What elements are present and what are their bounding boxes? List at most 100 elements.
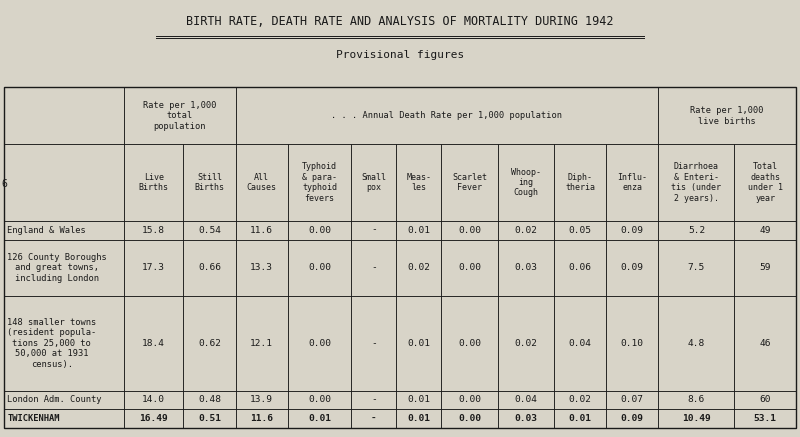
Bar bbox=[235, 221, 288, 239]
Bar bbox=[4, 221, 124, 239]
Text: 15.8: 15.8 bbox=[142, 225, 165, 235]
Text: 0.00: 0.00 bbox=[458, 225, 481, 235]
Text: 0.04: 0.04 bbox=[569, 339, 592, 348]
Bar bbox=[734, 239, 796, 296]
Text: 16.49: 16.49 bbox=[139, 414, 168, 423]
Bar bbox=[4, 409, 124, 428]
Bar bbox=[351, 391, 396, 409]
Bar bbox=[4, 239, 124, 296]
Bar bbox=[606, 391, 658, 409]
Bar bbox=[124, 391, 183, 409]
Bar bbox=[235, 144, 288, 221]
Bar bbox=[124, 144, 183, 221]
Bar bbox=[441, 296, 498, 391]
Text: 126 County Boroughs
and great towns,
including London: 126 County Boroughs and great towns, inc… bbox=[7, 253, 107, 283]
Bar bbox=[351, 296, 396, 391]
Bar bbox=[288, 409, 351, 428]
Text: 0.01: 0.01 bbox=[407, 339, 430, 348]
Bar bbox=[288, 296, 351, 391]
Bar bbox=[288, 144, 351, 221]
Bar bbox=[441, 239, 498, 296]
Bar bbox=[288, 239, 351, 296]
Text: 0.00: 0.00 bbox=[308, 395, 331, 405]
Text: 0.00: 0.00 bbox=[458, 264, 481, 272]
Text: 0.07: 0.07 bbox=[621, 395, 644, 405]
Bar bbox=[498, 391, 554, 409]
Text: 0.48: 0.48 bbox=[198, 395, 221, 405]
Bar bbox=[124, 409, 183, 428]
Text: 0.09: 0.09 bbox=[621, 225, 644, 235]
Text: 148 smaller towns
(resident popula-
tions 25,000 to
50,000 at 1931
census).: 148 smaller towns (resident popula- tion… bbox=[7, 318, 97, 369]
Bar bbox=[734, 221, 796, 239]
Bar bbox=[554, 144, 606, 221]
Text: 59: 59 bbox=[759, 264, 771, 272]
Text: 0.05: 0.05 bbox=[569, 225, 592, 235]
Text: 0.10: 0.10 bbox=[621, 339, 644, 348]
Text: 0.01: 0.01 bbox=[308, 414, 331, 423]
Bar bbox=[235, 239, 288, 296]
Bar bbox=[606, 296, 658, 391]
Bar bbox=[288, 221, 351, 239]
Bar bbox=[658, 391, 734, 409]
Text: 0.00: 0.00 bbox=[458, 414, 481, 423]
Text: -: - bbox=[371, 264, 377, 272]
Bar bbox=[235, 87, 658, 144]
Text: Whoop-
ing
Cough: Whoop- ing Cough bbox=[511, 167, 541, 198]
Text: 0.00: 0.00 bbox=[308, 225, 331, 235]
Bar bbox=[441, 221, 498, 239]
Bar bbox=[4, 87, 796, 428]
Text: -: - bbox=[371, 395, 377, 405]
Text: 11.6: 11.6 bbox=[250, 225, 273, 235]
Bar bbox=[351, 221, 396, 239]
Text: 0.04: 0.04 bbox=[514, 395, 538, 405]
Text: 7.5: 7.5 bbox=[688, 264, 705, 272]
Bar bbox=[658, 144, 734, 221]
Text: London Adm. County: London Adm. County bbox=[7, 395, 102, 405]
Bar bbox=[396, 144, 441, 221]
Text: Typhoid
& para-
typhoid
fevers: Typhoid & para- typhoid fevers bbox=[302, 163, 337, 202]
Bar bbox=[4, 87, 124, 144]
Text: 0.02: 0.02 bbox=[407, 264, 430, 272]
Bar bbox=[288, 391, 351, 409]
Bar bbox=[183, 239, 235, 296]
Bar bbox=[124, 221, 183, 239]
Text: 0.02: 0.02 bbox=[514, 225, 538, 235]
Bar bbox=[441, 144, 498, 221]
Text: . . . Annual Death Rate per 1,000 population: . . . Annual Death Rate per 1,000 popula… bbox=[331, 111, 562, 120]
Bar bbox=[396, 409, 441, 428]
Text: BIRTH RATE, DEATH RATE AND ANALYSIS OF MORTALITY DURING 1942: BIRTH RATE, DEATH RATE AND ANALYSIS OF M… bbox=[186, 15, 614, 28]
Text: 0.02: 0.02 bbox=[514, 339, 538, 348]
Bar bbox=[498, 221, 554, 239]
Text: TWICKENHAM: TWICKENHAM bbox=[7, 414, 60, 423]
Bar bbox=[554, 409, 606, 428]
Bar bbox=[734, 144, 796, 221]
Text: 0.09: 0.09 bbox=[621, 414, 644, 423]
Bar bbox=[351, 409, 396, 428]
Bar bbox=[235, 296, 288, 391]
Bar bbox=[4, 296, 124, 391]
Bar bbox=[734, 296, 796, 391]
Bar bbox=[183, 391, 235, 409]
Text: 0.03: 0.03 bbox=[514, 414, 538, 423]
Bar bbox=[183, 296, 235, 391]
Bar bbox=[396, 221, 441, 239]
Text: Rate per 1,000
total
population: Rate per 1,000 total population bbox=[143, 101, 217, 131]
Bar bbox=[4, 144, 124, 221]
Text: 0.01: 0.01 bbox=[407, 414, 430, 423]
Text: 10.49: 10.49 bbox=[682, 414, 711, 423]
Text: 13.9: 13.9 bbox=[250, 395, 273, 405]
Text: 14.0: 14.0 bbox=[142, 395, 165, 405]
Text: Small
pox: Small pox bbox=[362, 173, 386, 192]
Text: Still
Births: Still Births bbox=[194, 173, 225, 192]
Bar bbox=[235, 409, 288, 428]
Text: Meas-
les: Meas- les bbox=[406, 173, 431, 192]
Text: -: - bbox=[371, 225, 377, 235]
Text: Diarrhoea
& Enteri-
tis (under
2 years).: Diarrhoea & Enteri- tis (under 2 years). bbox=[671, 163, 722, 202]
Text: 0.62: 0.62 bbox=[198, 339, 221, 348]
Bar bbox=[734, 409, 796, 428]
Bar bbox=[554, 296, 606, 391]
Bar bbox=[658, 409, 734, 428]
Bar bbox=[351, 239, 396, 296]
Text: 0.01: 0.01 bbox=[569, 414, 592, 423]
Bar bbox=[658, 87, 796, 144]
